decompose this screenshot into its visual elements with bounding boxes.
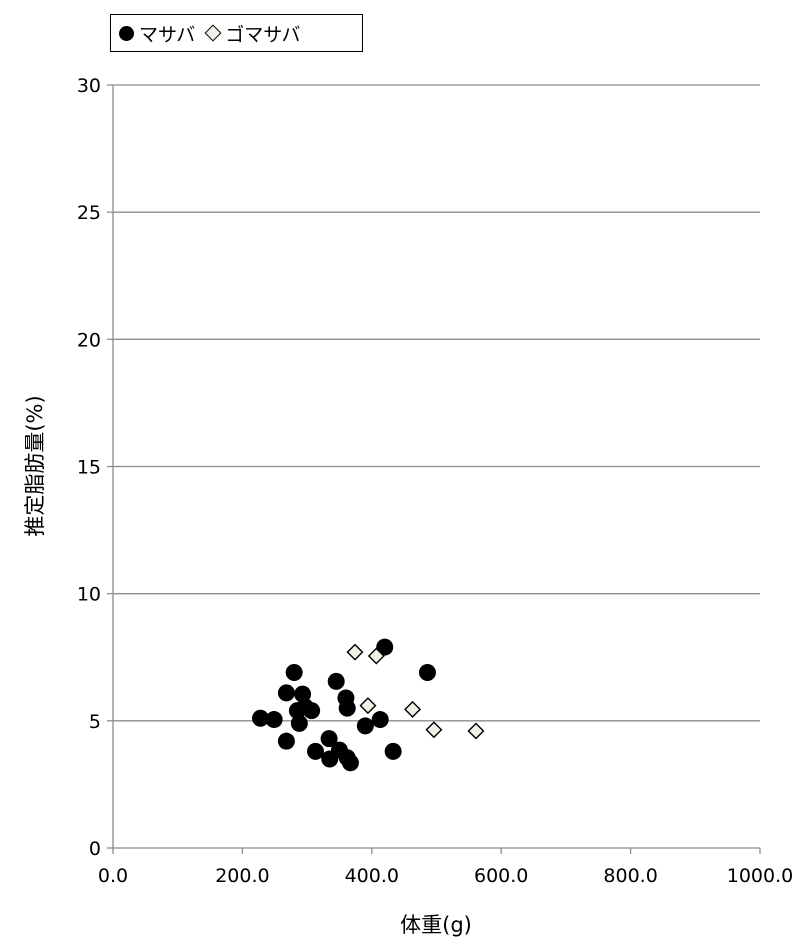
legend-item-masaba: マサバ bbox=[119, 20, 195, 47]
y-tick-label: 5 bbox=[89, 711, 101, 733]
point-gomasaba bbox=[346, 643, 364, 661]
diamond-marker-icon bbox=[204, 24, 222, 42]
point-masaba bbox=[252, 709, 270, 727]
x-tick-labels: 0.0 200.0 400.0 600.0 800.0 1000.0 bbox=[98, 865, 793, 887]
point-masaba bbox=[341, 754, 359, 772]
y-tick-labels: 0 5 10 15 20 25 30 bbox=[77, 75, 101, 860]
circle-marker-icon bbox=[119, 25, 134, 41]
x-axis-title: 体重(g) bbox=[400, 913, 472, 937]
x-tick-label: 0.0 bbox=[98, 865, 128, 887]
point-gomasaba bbox=[404, 700, 422, 718]
y-tick-label: 10 bbox=[77, 584, 101, 606]
data-points bbox=[252, 638, 485, 772]
point-masaba bbox=[307, 742, 325, 760]
point-masaba bbox=[371, 711, 389, 729]
y-tick-label: 0 bbox=[89, 838, 101, 860]
y-tick-label: 30 bbox=[77, 75, 101, 97]
point-masaba bbox=[290, 714, 308, 732]
x-tick-label: 200.0 bbox=[215, 865, 269, 887]
point-masaba bbox=[338, 699, 356, 717]
point-masaba bbox=[294, 685, 312, 703]
point-masaba bbox=[356, 717, 374, 735]
point-masaba bbox=[277, 732, 295, 750]
legend-label-gomasaba: ゴマサバ bbox=[225, 23, 301, 46]
y-tick-label: 25 bbox=[77, 202, 101, 224]
point-masaba bbox=[327, 672, 345, 690]
point-masaba bbox=[265, 711, 283, 729]
y-axis-title: 推定脂肪量(%) bbox=[23, 395, 47, 536]
x-tick-label: 400.0 bbox=[345, 865, 399, 887]
point-masaba bbox=[303, 702, 321, 720]
x-tick-label: 800.0 bbox=[603, 865, 657, 887]
legend-label-masaba: マサバ bbox=[139, 23, 196, 46]
point-masaba bbox=[277, 684, 295, 702]
legend: マサバ ゴマサバ bbox=[110, 14, 363, 52]
y-tick-label: 20 bbox=[77, 329, 101, 351]
axes bbox=[107, 84, 761, 854]
x-tick-label: 1000.0 bbox=[727, 865, 793, 887]
point-masaba bbox=[418, 664, 436, 682]
point-masaba bbox=[285, 664, 303, 682]
point-gomasaba bbox=[359, 697, 377, 715]
gridlines bbox=[113, 84, 760, 722]
point-masaba bbox=[384, 742, 402, 760]
point-gomasaba bbox=[425, 721, 443, 739]
y-tick-label: 15 bbox=[77, 457, 101, 479]
point-masaba bbox=[320, 730, 338, 748]
point-gomasaba bbox=[367, 647, 385, 665]
point-masaba bbox=[376, 638, 394, 656]
point-gomasaba bbox=[467, 722, 485, 740]
x-tick-label: 600.0 bbox=[474, 865, 528, 887]
legend-item-gomasaba: ゴマサバ bbox=[203, 20, 301, 47]
